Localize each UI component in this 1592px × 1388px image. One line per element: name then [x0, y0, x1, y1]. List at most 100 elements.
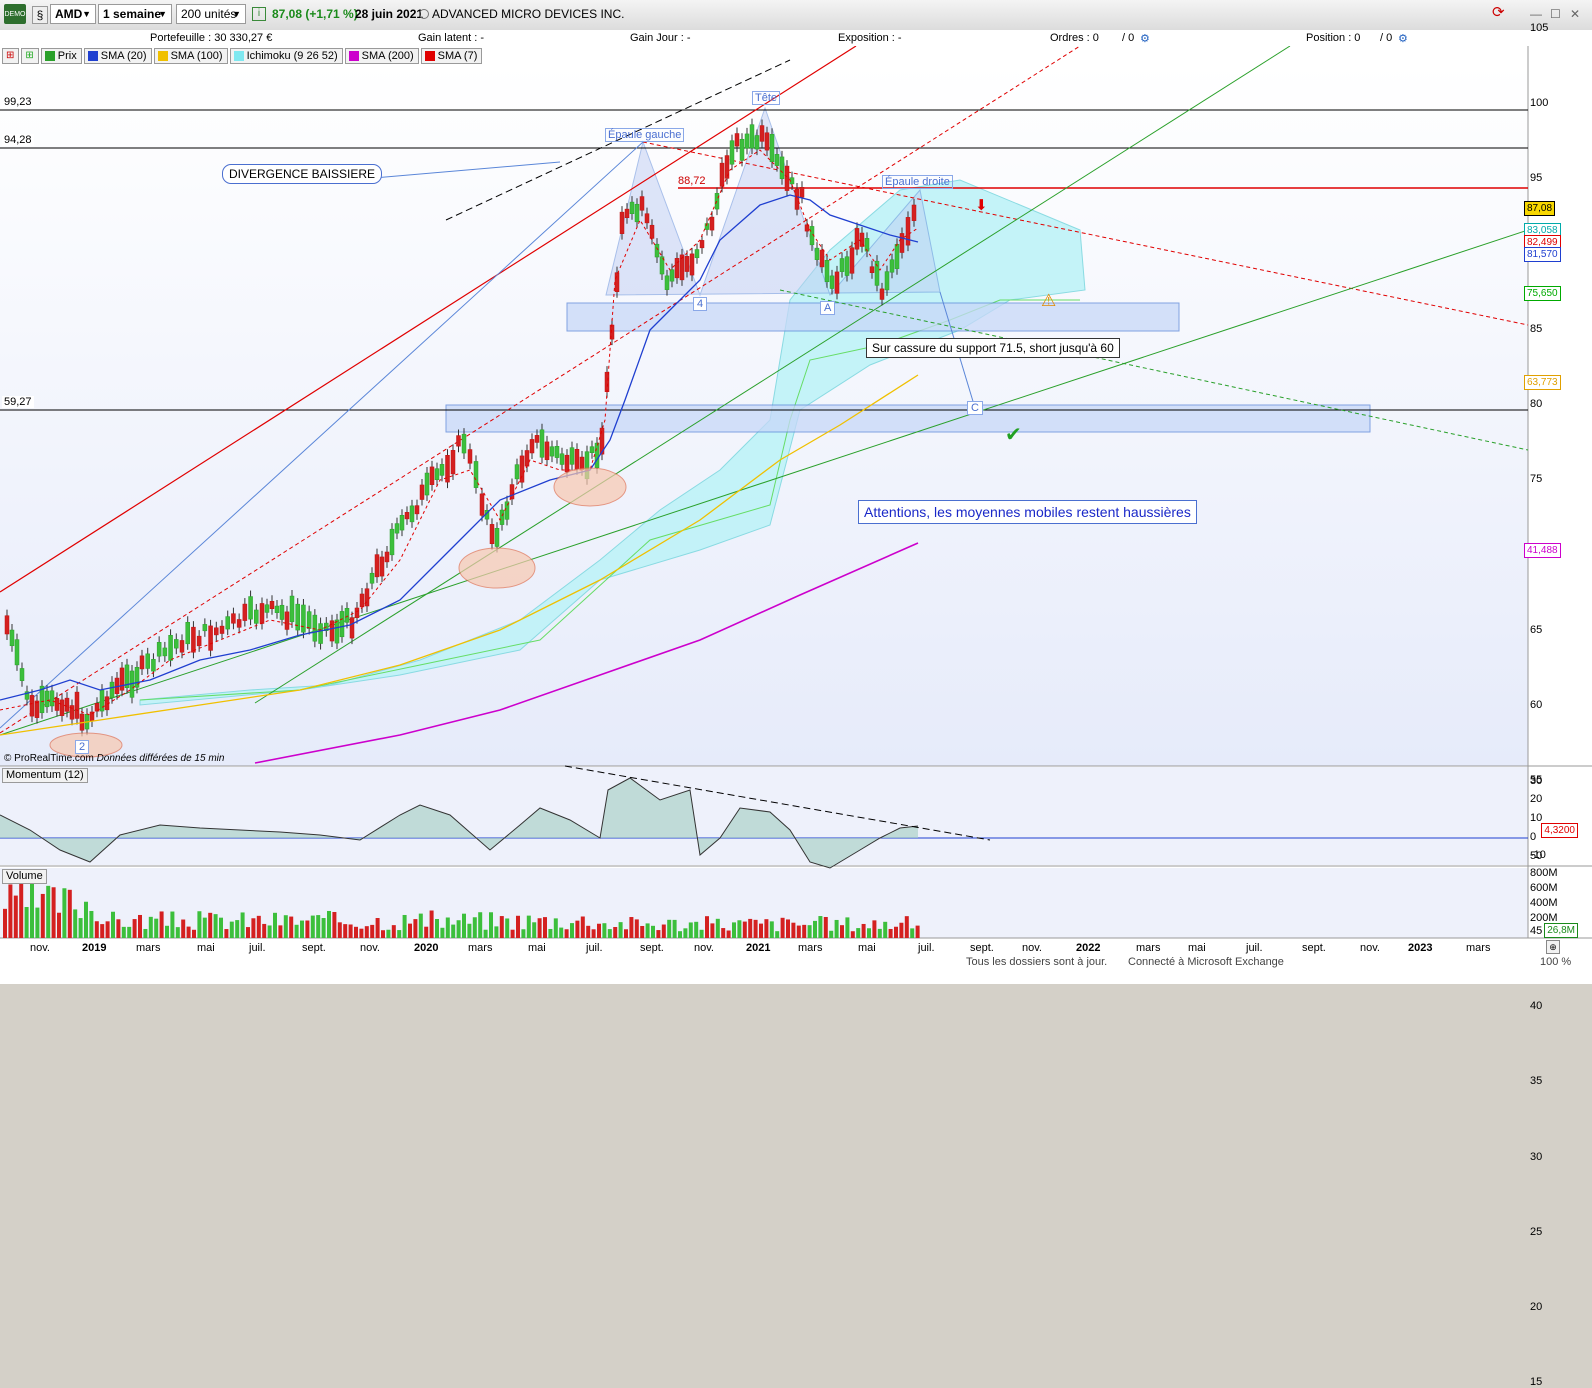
volume-bar	[705, 916, 709, 938]
price-candle	[619, 211, 625, 234]
volume-title[interactable]: Volume	[2, 869, 47, 884]
volume-bar	[143, 928, 148, 938]
volume-bar	[537, 918, 542, 938]
volume-bar	[710, 923, 715, 938]
price-candle	[749, 124, 755, 149]
legend-price[interactable]: Prix	[40, 48, 82, 64]
momentum-tick: 30	[1530, 775, 1543, 787]
point-2-label: 2	[75, 740, 90, 754]
volume-bar	[300, 920, 304, 938]
price-candle	[434, 468, 440, 480]
attention-label[interactable]: Attentions, les moyennes mobiles restent…	[858, 500, 1197, 524]
refresh-icon[interactable]: ⟳	[1492, 4, 1505, 21]
price-tag: 75,650	[1524, 286, 1561, 301]
legend-sma200[interactable]: SMA (200)	[344, 48, 419, 64]
volume-bar	[246, 927, 250, 938]
volume-bar	[834, 919, 839, 938]
price-candle	[829, 275, 835, 289]
momentum-title[interactable]: Momentum (12)	[2, 768, 88, 783]
warning-icon: ⚠	[1041, 291, 1057, 310]
maximize-icon[interactable]: ☐	[1550, 7, 1561, 21]
price-candle	[185, 622, 190, 645]
zoom-icon[interactable]: ⊕	[1546, 940, 1560, 954]
position-total: / 0	[1380, 32, 1393, 44]
sma7-swatch	[424, 51, 435, 61]
price-candle	[774, 154, 780, 166]
volume-bar	[472, 917, 477, 938]
timeframe-select[interactable]: 1 semaine ▼	[98, 4, 172, 24]
volume-bar	[910, 928, 915, 938]
time-tick: mai	[528, 942, 546, 954]
price-candle	[574, 448, 580, 470]
price-candle	[269, 600, 275, 609]
volume-bar	[267, 925, 272, 938]
price-candle	[824, 260, 830, 283]
close-icon[interactable]: ✕	[1570, 7, 1581, 21]
price-candle	[242, 603, 248, 621]
volume-bar	[748, 918, 753, 938]
volume-bar	[62, 888, 67, 938]
legend-sma20[interactable]: SMA (20)	[83, 48, 152, 64]
volume-bar	[694, 921, 699, 938]
top-toolbar: DEMO § AMD ▼ 1 semaine ▼ 200 unités ▼ i 87,…	[0, 0, 1592, 31]
units-select[interactable]: 200 unités ▼	[176, 4, 246, 24]
volume-bar	[197, 911, 202, 938]
settings-icon[interactable]: ⚙	[1398, 33, 1408, 45]
point-4-label: 4	[693, 297, 708, 311]
price-tag: 63,773	[1524, 375, 1561, 390]
volume-bar	[154, 918, 159, 938]
price-chart[interactable]	[0, 46, 1592, 984]
volume-bar	[213, 914, 218, 938]
point-c-label: C	[967, 401, 983, 415]
settings-icon[interactable]: ⚙	[1140, 33, 1150, 45]
price-candle	[779, 156, 785, 180]
volume-bar	[753, 919, 758, 938]
price-tag: 81,570	[1524, 247, 1561, 262]
volume-bar	[894, 926, 898, 938]
expand-button[interactable]: ⊞	[21, 48, 39, 64]
volume-tick: 200M	[1530, 912, 1558, 924]
volume-bar	[764, 919, 769, 938]
support-zone-60	[445, 404, 1371, 433]
volume-bar	[791, 922, 796, 938]
minimize-icon[interactable]: —	[1530, 7, 1542, 21]
units-value: 200 unités	[181, 7, 237, 21]
volume-bar	[359, 928, 364, 938]
cassure-label[interactable]: Sur cassure du support 71.5, short jusqu…	[866, 338, 1120, 358]
divergence-label[interactable]: DIVERGENCE BAISSIERE	[222, 164, 383, 184]
highlight-ellipse	[458, 547, 536, 589]
price-tick: 75	[1530, 473, 1543, 486]
time-tick: nov.	[1360, 942, 1380, 954]
legend-sma7[interactable]: SMA (7)	[420, 48, 483, 64]
price-tick: 65	[1530, 623, 1543, 636]
exposure: Exposition : -	[838, 32, 902, 44]
price-candle	[139, 655, 145, 670]
price-candle	[109, 681, 115, 699]
time-tick: 2020	[414, 942, 439, 954]
delay-text: Données différées de 15 min	[96, 753, 225, 764]
info-icon[interactable]: i	[252, 7, 266, 21]
position-count: Position : 0	[1306, 32, 1361, 44]
legend-ichimoku[interactable]: Ichimoku (9 26 52)	[229, 48, 343, 64]
volume-bar	[354, 926, 358, 938]
price-candle	[719, 162, 725, 187]
price-candle	[664, 275, 670, 290]
collapse-button[interactable]: ⊞	[2, 48, 20, 64]
price-candle	[219, 625, 225, 634]
hline-label-9923: 99,23	[2, 96, 34, 108]
price-candle	[754, 135, 760, 150]
volume-bar	[348, 924, 353, 938]
tete-label: Tête	[752, 91, 781, 105]
volume-bar	[624, 929, 628, 938]
legend-sma100[interactable]: SMA (100)	[153, 48, 228, 64]
link-icon[interactable]: §	[32, 6, 48, 24]
time-tick: mai	[197, 942, 215, 954]
price-candle	[289, 595, 295, 623]
price-swatch	[44, 51, 55, 61]
volume-bar	[499, 916, 504, 938]
down-arrow-icon: ⬇	[975, 197, 988, 214]
price-candle	[364, 588, 370, 607]
volume-bar	[105, 921, 110, 938]
symbol-select[interactable]: AMD ▼	[50, 4, 96, 24]
price-candle	[724, 155, 730, 179]
